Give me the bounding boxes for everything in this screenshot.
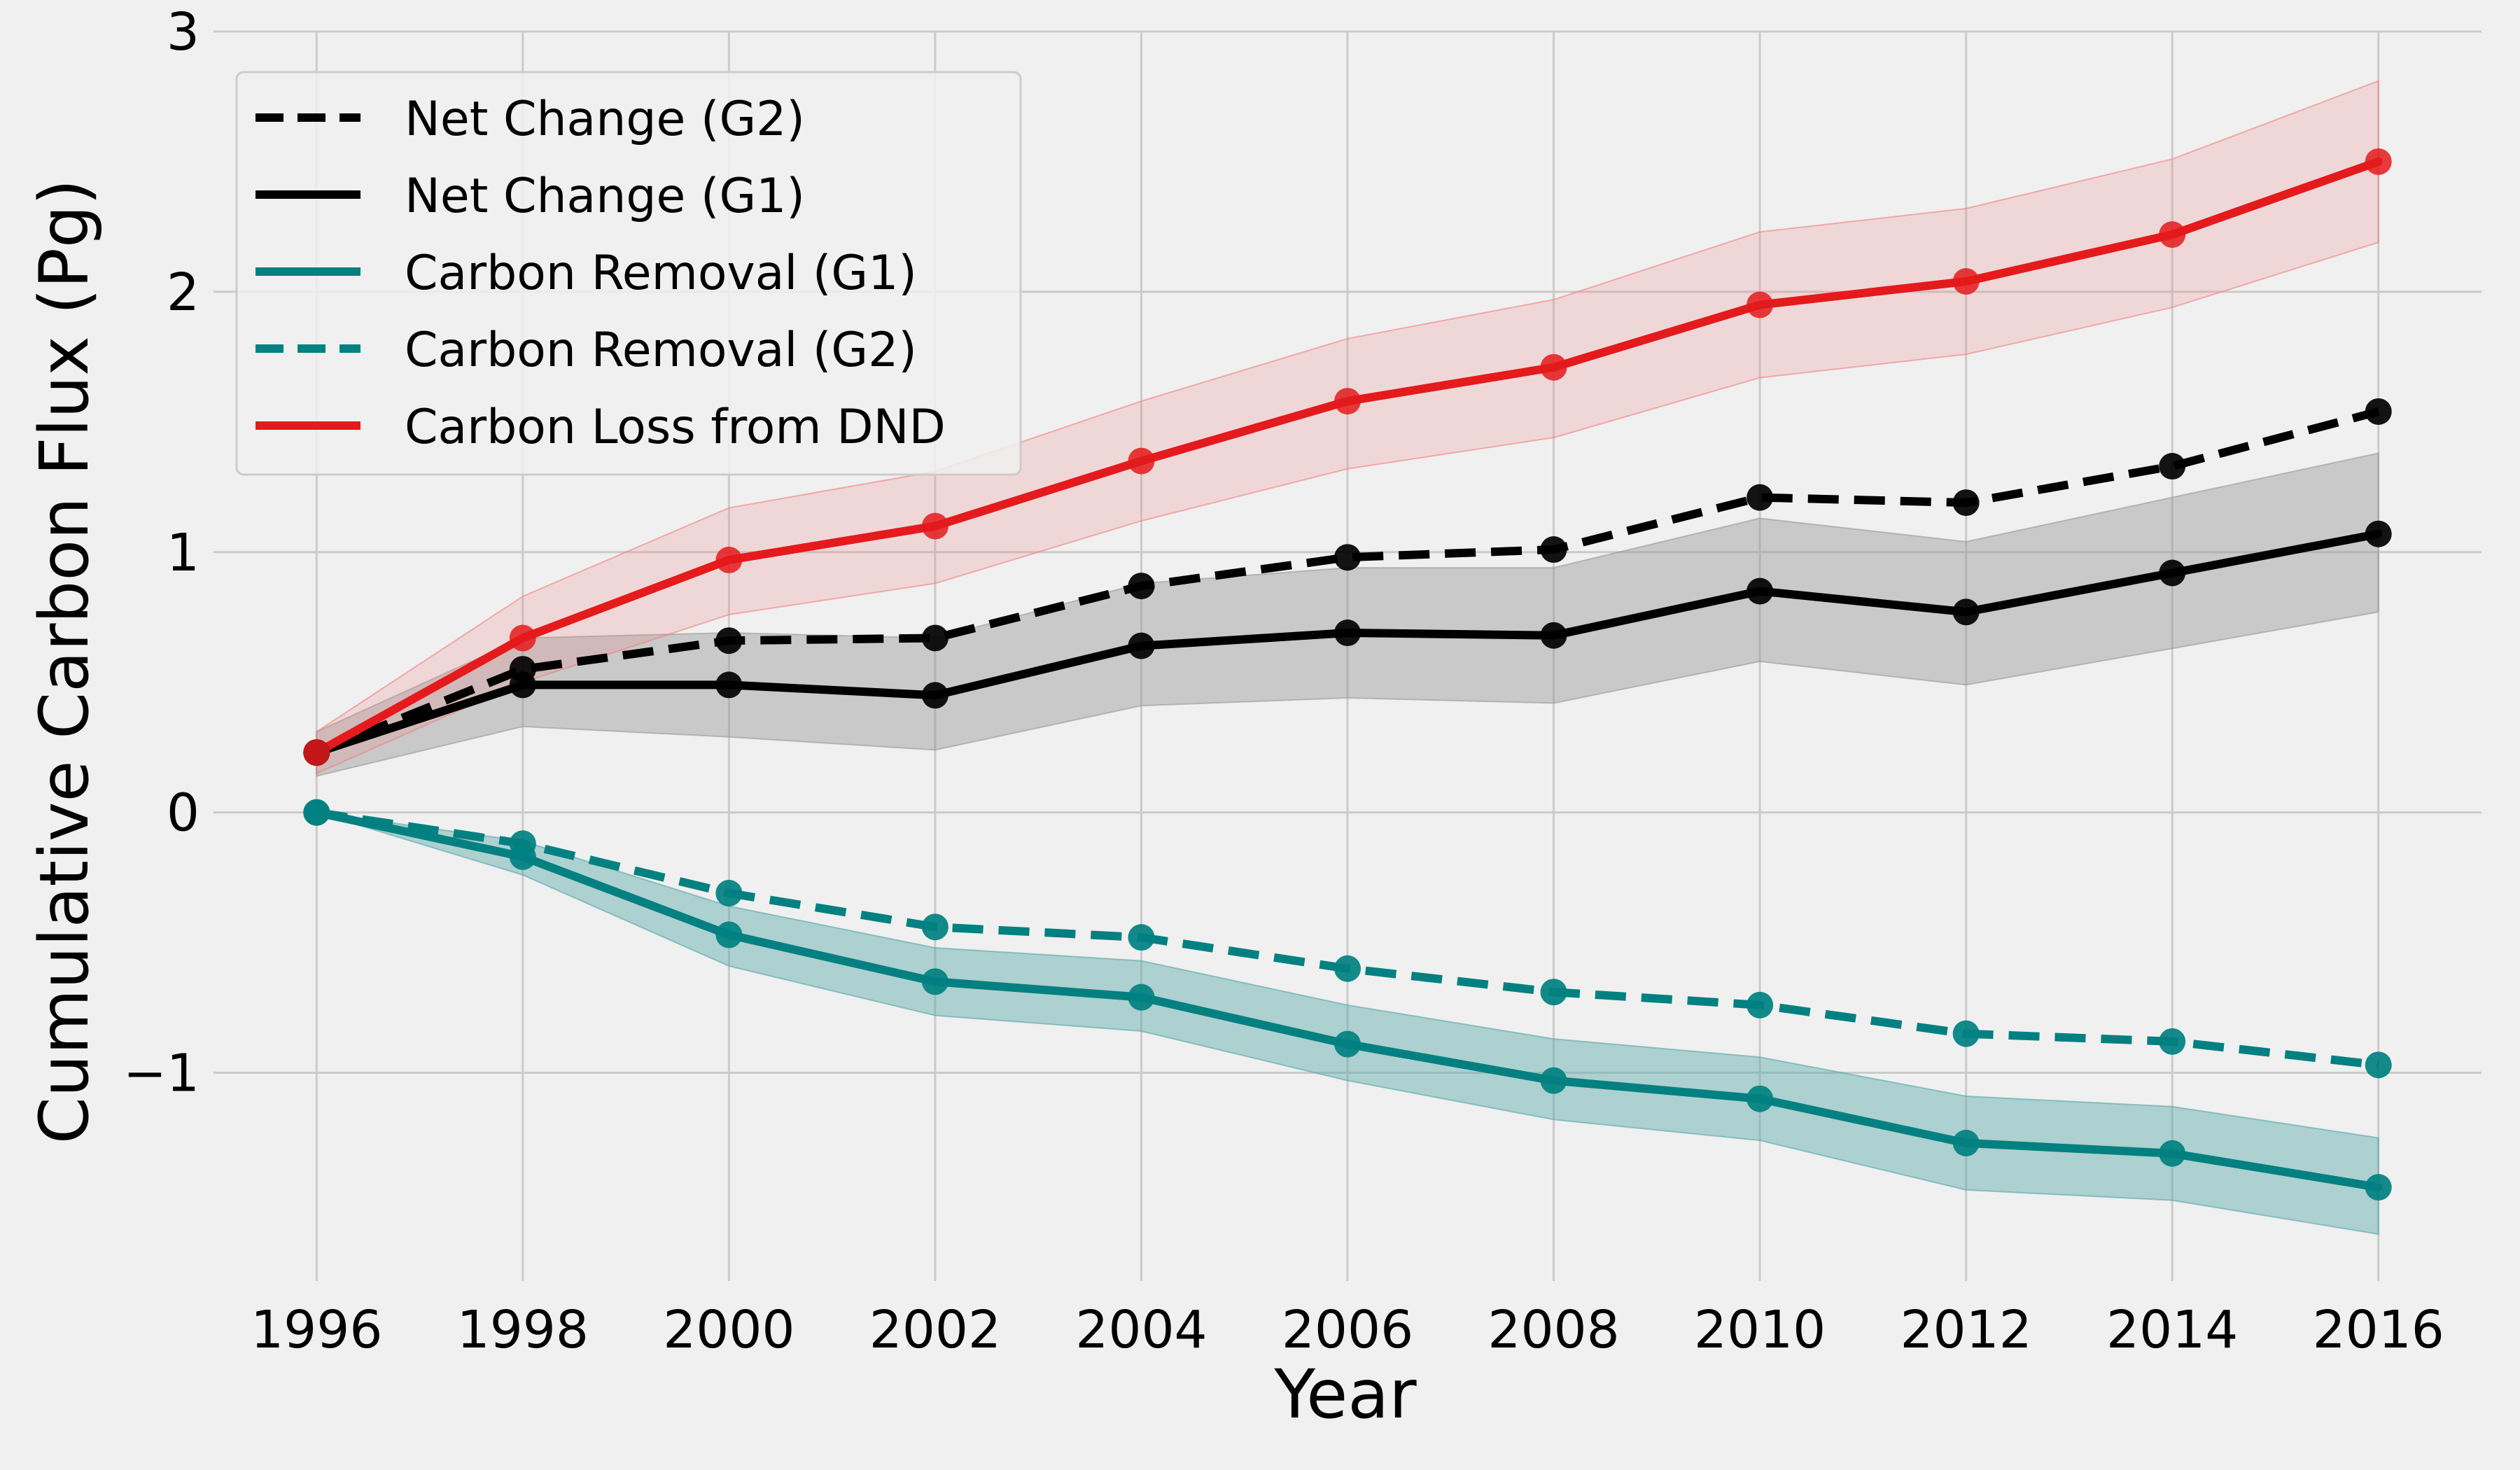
x-tick-label: 2008 [1488,1300,1619,1360]
y-axis-ticks: −1 0 1 2 3 [123,2,200,1104]
point-net-change-g2 [1952,489,1980,517]
point-carbon-removal-g2 [1952,1020,1980,1047]
band-net-change-g1 [316,452,2379,777]
x-tick-label: 2006 [1282,1300,1413,1360]
point-carbon-removal-g1 [1128,983,1155,1011]
band-carbon-loss-from-dnd [316,80,2379,775]
point-net-change-g2 [2365,398,2392,425]
point-carbon-removal-g2 [1334,955,1361,982]
y-tick-label: 0 [167,783,200,844]
point-carbon-removal-g2 [2159,1028,2186,1055]
point-carbon-removal-g2 [2365,1051,2392,1079]
point-carbon-loss-from-dnd [1746,291,1774,318]
x-tick-label: 2000 [663,1300,794,1360]
point-net-change-g1 [2159,559,2186,587]
y-tick-label: 3 [167,2,200,62]
point-carbon-removal-g1 [2159,1140,2186,1167]
legend-label-carbon-removal-g2: Carbon Removal (G2) [405,323,917,378]
legend-label-carbon-removal-g1: Carbon Removal (G1) [405,246,917,301]
y-axis-label: Cumulative Carbon Flux (Pg) [25,179,104,1144]
point-carbon-loss-from-dnd [2365,148,2392,175]
point-carbon-removal-g1 [1746,1085,1774,1112]
x-tick-label: 2004 [1075,1300,1207,1360]
point-carbon-removal-g2 [1746,991,1774,1018]
point-carbon-removal-g2 [1128,924,1155,951]
y-tick-label: 2 [167,262,200,323]
point-net-change-g2 [1128,573,1155,600]
data-points [303,148,2392,1201]
point-carbon-loss-from-dnd [303,739,330,766]
point-carbon-removal-g2 [1540,979,1567,1006]
point-carbon-removal-g1 [1952,1129,1980,1156]
point-carbon-loss-from-dnd [509,624,536,652]
point-carbon-removal-g1 [715,921,743,948]
x-tick-label: 1998 [457,1300,589,1360]
point-net-change-g2 [1540,536,1567,564]
x-axis-label: Year [1273,1355,1417,1434]
legend-box [235,71,1022,476]
point-carbon-removal-g1 [921,968,948,995]
point-net-change-g2 [921,624,948,652]
point-net-change-g1 [1334,620,1361,647]
point-carbon-loss-from-dnd [2159,221,2186,248]
legend: Net Change (G2) Net Change (G1) Carbon Rem… [235,71,1022,476]
point-carbon-removal-g2 [921,913,948,941]
point-carbon-loss-from-dnd [1334,388,1361,415]
point-net-change-g1 [1746,578,1774,605]
x-tick-label: 2014 [2106,1300,2238,1360]
point-net-change-g1 [921,682,948,709]
uncertainty-bands [316,80,2379,1236]
point-net-change-g1 [1540,622,1567,649]
point-net-change-g1 [1952,598,1980,626]
point-carbon-removal-g1 [1334,1030,1361,1058]
x-tick-label: 2016 [2313,1300,2444,1360]
point-carbon-removal-g2 [303,799,330,826]
x-axis-ticks: 1996 1998 2000 2002 2004 2006 2008 2010 2012 2014… [251,1300,2444,1360]
y-tick-label: 1 [167,523,200,583]
point-carbon-removal-g2 [715,879,743,906]
point-net-change-g2 [1334,544,1361,571]
point-carbon-removal-g1 [1540,1067,1567,1094]
x-tick-label: 1996 [251,1300,382,1360]
point-carbon-loss-from-dnd [715,546,743,573]
point-net-change-g2 [1746,484,1774,511]
legend-label-carbon-loss-from-dnd: Carbon Loss from DND [405,400,946,455]
point-carbon-removal-g1 [2365,1174,2392,1201]
point-net-change-g2 [509,656,536,683]
point-carbon-loss-from-dnd [921,512,948,540]
x-tick-label: 2002 [869,1300,1001,1360]
point-net-change-g1 [715,671,743,699]
point-carbon-loss-from-dnd [1128,447,1155,475]
legend-label-net-change-g1: Net Change (G1) [405,169,805,224]
point-carbon-loss-from-dnd [1540,354,1567,381]
point-net-change-g1 [2365,520,2392,547]
point-net-change-g1 [1128,632,1155,659]
x-tick-label: 2012 [1900,1300,2031,1360]
point-carbon-loss-from-dnd [1952,268,1980,295]
point-net-change-g2 [715,627,743,654]
legend-label-net-change-g2: Net Change (G2) [405,92,805,147]
y-tick-label: −1 [123,1044,200,1104]
point-carbon-removal-g2 [509,830,536,858]
point-net-change-g2 [2159,453,2186,480]
x-tick-label: 2010 [1694,1300,1826,1360]
